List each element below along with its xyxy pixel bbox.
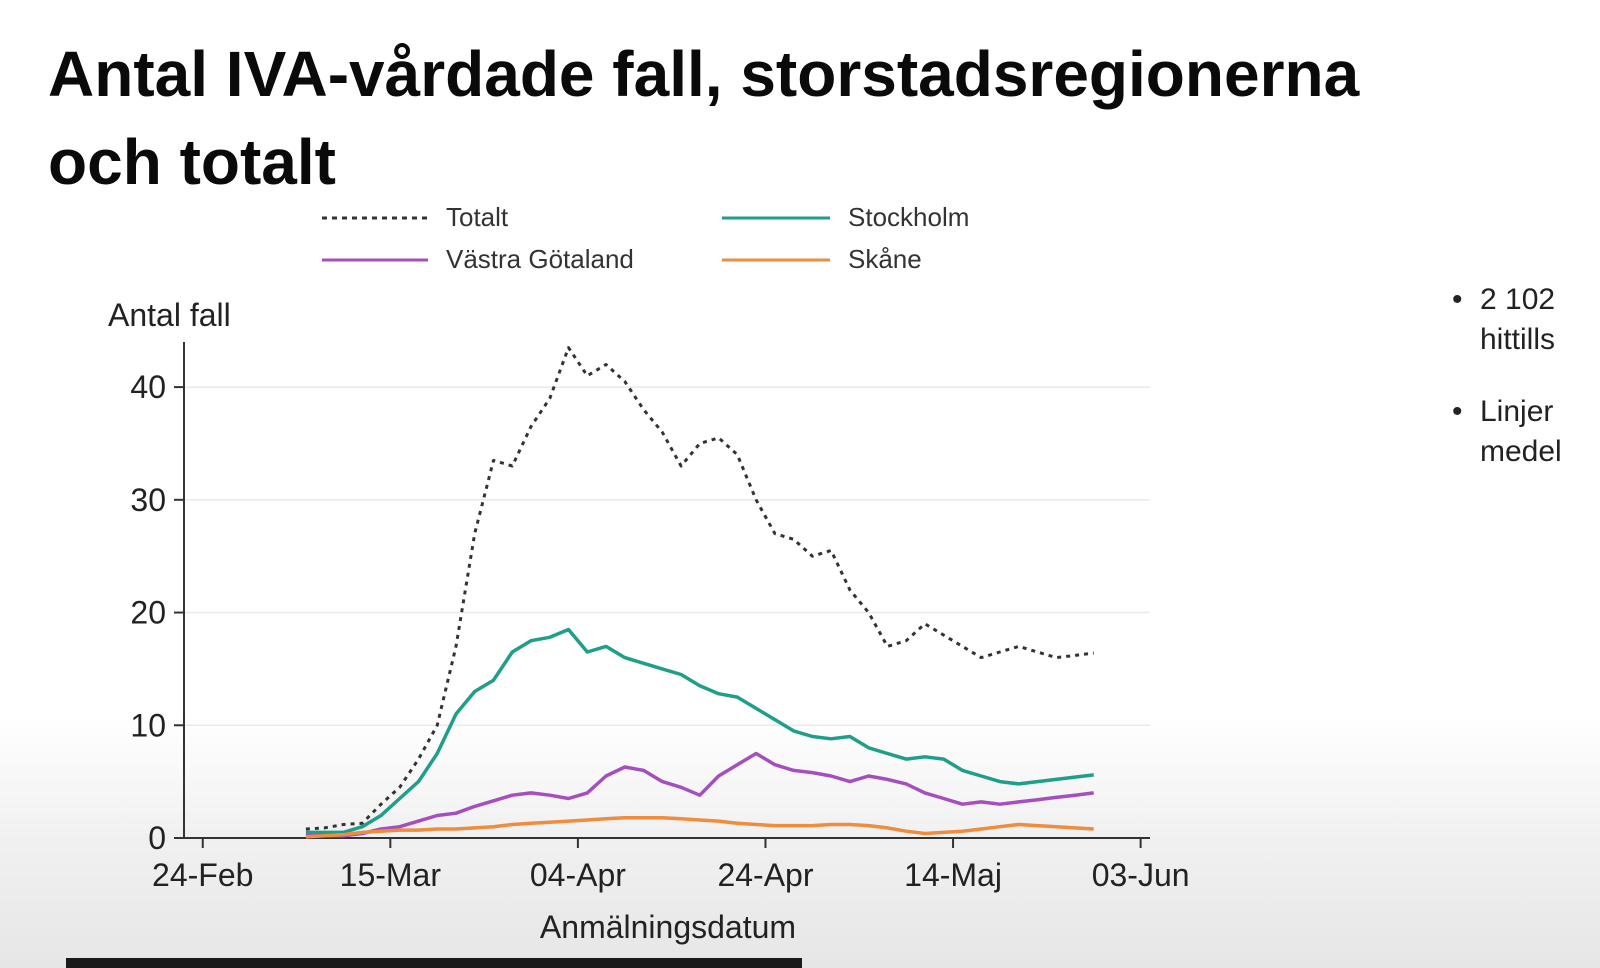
- bullet-item: • 2 102 hittills: [1452, 280, 1600, 360]
- x-tick-label: 24-Apr: [717, 857, 813, 893]
- bullet-1-line-1: 2 102: [1480, 283, 1556, 316]
- slide-title-line-2: och totalt: [48, 126, 336, 198]
- series-line-totalt: [305, 346, 1094, 831]
- x-tick-label: 24-Feb: [152, 857, 253, 893]
- bullet-2-line-2: medel: [1480, 435, 1562, 468]
- line-chart: Totalt Stockholm Västra Götaland Skåne A…: [108, 202, 1190, 945]
- series-line-stockholm: [305, 627, 1094, 835]
- x-tick-label: 03-Jun: [1092, 857, 1190, 893]
- x-axis-ticks: 24-Feb 15-Mar 04-Apr 24-Apr 14-Maj 03-Jun: [152, 838, 1190, 893]
- slide-title-line-1: Antal IVA-vårdade fall, storstadsregione…: [48, 38, 1360, 110]
- y-tick-label: 20: [130, 595, 166, 631]
- legend-label-skane: Skåne: [848, 244, 922, 274]
- bullet-dot: •: [1452, 395, 1463, 428]
- series-lines: [305, 346, 1094, 839]
- series-line-vastra-gotaland: [305, 751, 1094, 838]
- slide-title: Antal IVA-vårdade fall, storstadsregione…: [48, 30, 1588, 206]
- bullet-dot: •: [1452, 283, 1463, 316]
- y-axis-ticks: 0 10 20 30 40: [130, 369, 184, 856]
- y-tick-label: 0: [148, 820, 166, 856]
- legend-label-totalt: Totalt: [446, 202, 509, 232]
- x-tick-label: 15-Mar: [340, 857, 442, 893]
- bullet-2-line-1: Linjer: [1480, 395, 1554, 428]
- grid-lines: [184, 386, 1150, 727]
- legend: Totalt Stockholm Västra Götaland Skåne: [322, 202, 969, 274]
- y-tick-label: 10: [130, 707, 166, 743]
- series-line-skane: [305, 815, 1094, 839]
- video-progress-bar: [66, 958, 802, 968]
- y-tick-label: 30: [130, 482, 166, 518]
- x-tick-label: 14-Maj: [904, 857, 1002, 893]
- legend-label-stockholm: Stockholm: [848, 202, 969, 232]
- x-tick-label: 04-Apr: [530, 857, 626, 893]
- bullet-list: • 2 102 hittills • Linjer medel: [1452, 280, 1600, 504]
- y-axis-label: Antal fall: [108, 297, 231, 333]
- bullet-1-line-2: hittills: [1480, 323, 1556, 356]
- x-axis-label: Anmälningsdatum: [540, 909, 796, 945]
- y-tick-label: 40: [130, 369, 166, 405]
- legend-label-vastra-gotaland: Västra Götaland: [446, 244, 634, 274]
- bullet-item: • Linjer medel: [1452, 392, 1600, 472]
